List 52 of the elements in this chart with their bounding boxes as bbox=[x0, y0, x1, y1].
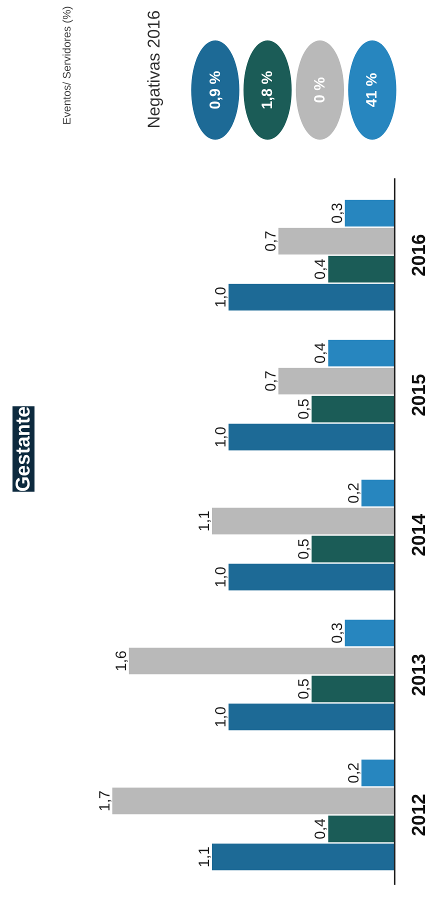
bar bbox=[212, 508, 395, 534]
data-label: 1,6 bbox=[112, 650, 130, 672]
bar bbox=[361, 480, 395, 506]
bar bbox=[344, 200, 395, 226]
data-label: 0,5 bbox=[296, 538, 313, 560]
text: Gestante bbox=[12, 406, 34, 492]
data-label: 1,7 bbox=[96, 790, 114, 812]
bar bbox=[312, 396, 395, 422]
data-label: 0,3 bbox=[328, 622, 346, 644]
data-label: 1,0 bbox=[212, 426, 230, 448]
y-tick-label: 2013 bbox=[408, 654, 430, 696]
bar bbox=[344, 620, 395, 646]
bar bbox=[228, 564, 395, 590]
y-tick-label: 2014 bbox=[408, 513, 430, 556]
data-label: 1,0 bbox=[212, 566, 230, 588]
y-tick-label: 2016 bbox=[408, 234, 430, 276]
data-label: 0,3 bbox=[328, 202, 346, 224]
bar bbox=[228, 424, 395, 450]
data-label: 0,2 bbox=[345, 762, 362, 784]
text: 1,8 % bbox=[259, 70, 276, 110]
y-tick-label: 2012 bbox=[408, 794, 430, 836]
data-label: 1,0 bbox=[212, 286, 230, 308]
bar bbox=[328, 256, 395, 282]
chart-subtitle: Eventos/ Servidores (%) bbox=[61, 6, 74, 125]
data-label: 0,2 bbox=[345, 482, 362, 504]
bar bbox=[312, 676, 395, 702]
bar bbox=[278, 228, 395, 254]
bar bbox=[112, 788, 395, 814]
text: Negativas 2016 bbox=[144, 10, 164, 128]
bar bbox=[328, 816, 395, 842]
data-label: 0,4 bbox=[312, 818, 330, 840]
bar bbox=[278, 368, 395, 394]
data-label: 0,7 bbox=[262, 370, 280, 392]
data-label: 0,7 bbox=[262, 230, 280, 252]
data-label: 1,0 bbox=[212, 706, 230, 728]
bar bbox=[128, 648, 395, 674]
bar bbox=[361, 760, 395, 786]
text: 0,9 % bbox=[206, 70, 224, 110]
data-label: 0,4 bbox=[312, 258, 330, 280]
bar bbox=[328, 340, 395, 366]
bar bbox=[212, 844, 395, 870]
text: 0 % bbox=[311, 77, 328, 103]
bar bbox=[228, 284, 395, 310]
data-label: 1,1 bbox=[196, 510, 213, 532]
data-label: 0,5 bbox=[296, 398, 313, 420]
data-label: 0,5 bbox=[296, 678, 313, 700]
data-label: 0,4 bbox=[312, 342, 330, 364]
data-label: 1,1 bbox=[196, 846, 213, 868]
bar bbox=[312, 536, 395, 562]
bar bbox=[228, 704, 395, 730]
text: 41 % bbox=[364, 72, 381, 108]
y-tick-label: 2015 bbox=[408, 374, 430, 416]
